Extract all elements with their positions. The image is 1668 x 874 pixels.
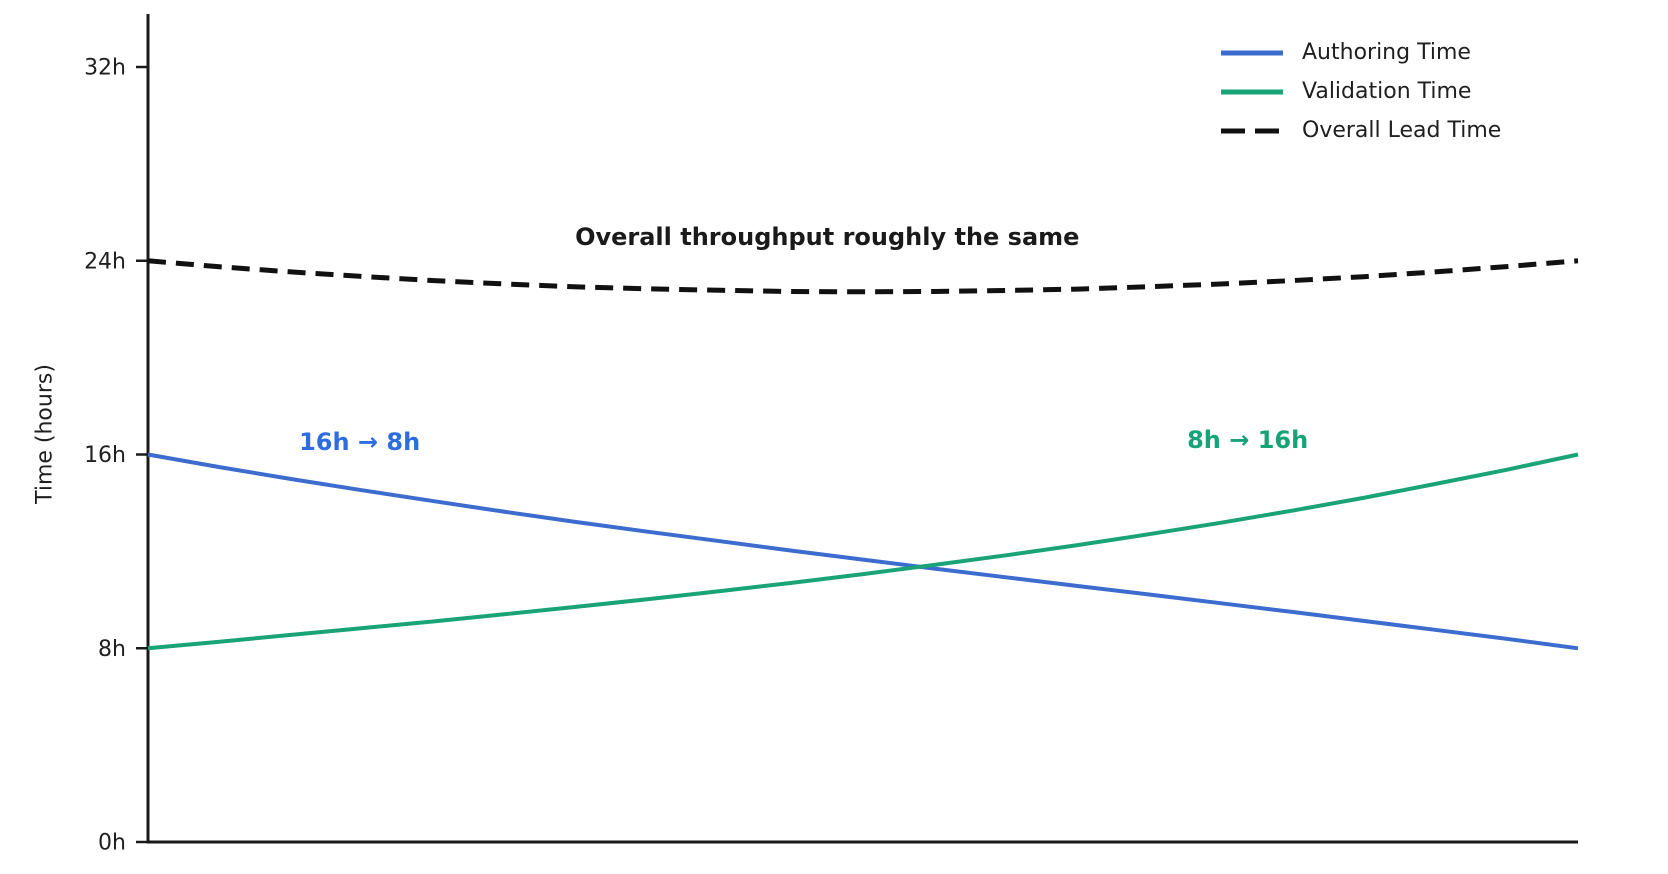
- series-line-overall-lead-time: [147, 258, 1579, 295]
- y-tick-label: 16h: [84, 443, 126, 468]
- legend-item-authoring-time: Authoring Time: [1220, 33, 1501, 72]
- legend-label-overall-lead-time: Overall Lead Time: [1302, 118, 1502, 143]
- legend-swatch-dashed-line-icon: [1221, 128, 1283, 133]
- series-line-validation-time: [147, 452, 1579, 651]
- annotation-validation-change: 8h → 16h: [1187, 425, 1309, 454]
- legend-label-authoring-time: Authoring Time: [1302, 40, 1471, 65]
- legend-item-overall-lead-time: Overall Lead Time: [1220, 111, 1501, 150]
- y-tick-label: 32h: [84, 56, 126, 81]
- legend-swatch-validation-line-icon: [1221, 89, 1283, 94]
- annotation-authoring-change: 16h → 8h: [299, 428, 421, 457]
- legend-label-validation-time: Validation Time: [1302, 79, 1472, 104]
- y-axis-title: Time (hours): [32, 364, 58, 504]
- y-tick-label: 8h: [98, 637, 126, 662]
- annotation-throughput-note: Overall throughput roughly the same: [575, 222, 1080, 251]
- y-tick-label: 0h: [98, 831, 126, 856]
- legend: Authoring Time Validation Time Overall L…: [1220, 33, 1501, 150]
- series-line-authoring-time: [147, 452, 1579, 651]
- y-tick-label: 24h: [84, 249, 126, 274]
- legend-item-validation-time: Validation Time: [1220, 72, 1501, 111]
- legend-swatch-authoring-line-icon: [1221, 50, 1283, 55]
